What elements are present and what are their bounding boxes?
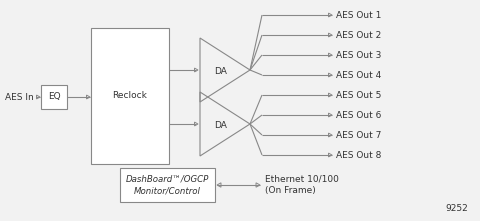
Text: AES Out 1: AES Out 1 <box>336 11 382 19</box>
Text: Ethernet 10/100
(On Frame): Ethernet 10/100 (On Frame) <box>265 175 339 195</box>
Text: 9252: 9252 <box>445 204 468 213</box>
Text: DashBoard™/OGCP
Monitor/Control: DashBoard™/OGCP Monitor/Control <box>126 175 209 195</box>
Text: AES Out 6: AES Out 6 <box>336 110 382 120</box>
Bar <box>91 28 169 164</box>
Text: Reclock: Reclock <box>113 91 147 101</box>
Bar <box>120 168 215 202</box>
Text: AES Out 2: AES Out 2 <box>336 30 381 40</box>
Text: DA: DA <box>215 122 228 130</box>
Text: AES Out 7: AES Out 7 <box>336 130 382 139</box>
Text: AES Out 5: AES Out 5 <box>336 91 382 99</box>
Text: DA: DA <box>215 67 228 76</box>
Text: AES Out 8: AES Out 8 <box>336 151 382 160</box>
Text: EQ: EQ <box>48 93 60 101</box>
Text: AES In: AES In <box>5 93 34 101</box>
Text: AES Out 4: AES Out 4 <box>336 70 381 80</box>
Bar <box>41 85 67 109</box>
Text: AES Out 3: AES Out 3 <box>336 51 382 59</box>
